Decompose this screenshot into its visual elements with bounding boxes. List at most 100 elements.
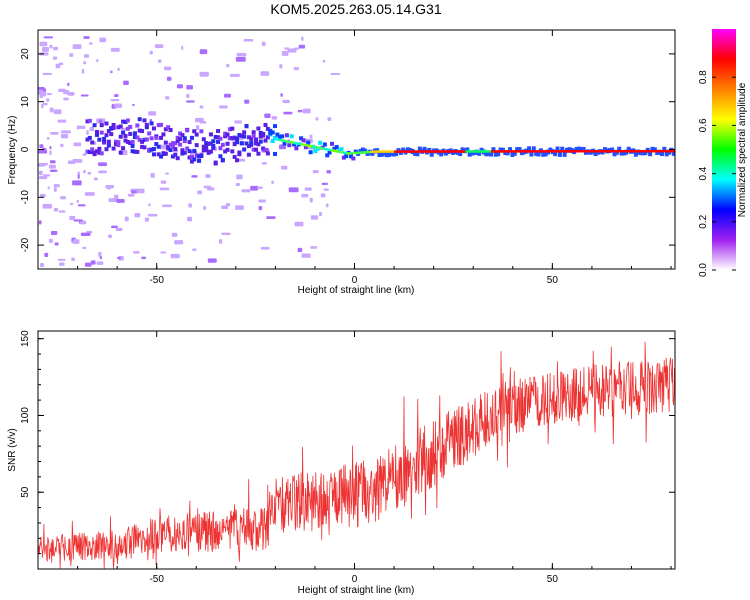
- spectrogram-core-cell: [348, 152, 352, 155]
- spectrogram-core-cell: [585, 150, 589, 153]
- snr-y-tick-label: 150: [20, 330, 31, 347]
- spectrogram-ridge-cell: [239, 133, 244, 138]
- spectrogram-noise-cell: [116, 199, 125, 203]
- spectrogram-core-cell: [332, 149, 336, 153]
- spectrogram-noise-cell: [114, 194, 119, 200]
- spectrogram-ridge-cell: [581, 146, 586, 152]
- spectrogram-core-cell: [311, 145, 314, 148]
- snr-x-label: Height of straight line (km): [298, 585, 415, 596]
- spectrogram-ridge-cell: [254, 141, 259, 146]
- spectrogram-core-cell: [384, 150, 388, 153]
- spectrogram-noise-cell: [235, 205, 244, 210]
- spectrogram-ridge-cell: [142, 118, 147, 123]
- spectrogram-marks: [38, 36, 675, 268]
- spectrogram-core-cell: [354, 151, 358, 155]
- spectrogram-ridge-cell: [655, 149, 660, 155]
- spectrogram-x-tick-label: 50: [547, 275, 559, 286]
- spectrogram-noise-cell: [117, 256, 121, 259]
- spectrogram-ridge-cell: [173, 152, 178, 157]
- spectrogram-core-cell: [574, 150, 578, 153]
- spectrogram-ridge-cell: [178, 142, 183, 147]
- spectrogram-noise-cell: [186, 100, 195, 103]
- spectrogram-ridge-cell: [261, 133, 266, 138]
- spectrogram-noise-cell: [203, 206, 207, 210]
- spectrogram-ridge-cell: [113, 139, 118, 144]
- spectrogram-ridge-cell: [109, 126, 114, 131]
- spectrogram-noise-cell: [49, 145, 52, 150]
- spectrogram-noise-cell: [294, 221, 304, 227]
- spectrogram-core-cell: [528, 150, 532, 153]
- spectrogram-noise-cell: [298, 44, 306, 49]
- spectrogram-noise-cell: [310, 215, 319, 220]
- spectrogram-ridge-cell: [125, 126, 130, 131]
- spectrogram-core-cell: [647, 149, 651, 153]
- spectrogram-core-cell: [576, 150, 580, 153]
- spectrogram-ridge-cell: [87, 135, 92, 140]
- spectrogram-core-cell: [617, 150, 621, 153]
- spectrogram-ridge-cell: [541, 151, 546, 157]
- spectrogram-core-cell: [623, 150, 627, 153]
- spectrogram-core-cell: [437, 150, 441, 153]
- spectrogram-core-cell: [394, 150, 398, 153]
- spectrogram-noise-cell: [330, 72, 341, 76]
- spectrogram-core-cell: [651, 149, 655, 153]
- spectrogram-ridge-cell: [574, 147, 579, 153]
- spectrogram-ridge-cell: [204, 147, 209, 152]
- snr-x-ticks: -50 0 50: [37, 331, 672, 585]
- spectrogram-noise-cell: [53, 109, 62, 115]
- spectrogram-noise-cell: [39, 170, 43, 176]
- spectrogram-core-cell: [441, 150, 445, 153]
- spectrogram-ridge-cell: [254, 147, 259, 152]
- spectrogram-core-cell: [398, 150, 402, 153]
- spectrogram-ridge-cell: [536, 151, 541, 157]
- spectrogram-ridge-cell: [199, 129, 204, 134]
- spectrogram-core-cell: [421, 150, 425, 153]
- spectrogram-ridge-cell: [116, 125, 121, 130]
- spectrogram-noise-cell: [98, 162, 108, 167]
- spectrogram-ridge-cell: [87, 118, 92, 123]
- spectrogram-ridge-cell: [579, 147, 584, 153]
- spectrogram-ridge-cell: [208, 132, 213, 137]
- spectrogram-noise-cell: [77, 204, 86, 207]
- spectrogram-noise-cell: [195, 125, 200, 131]
- spectrogram-core-cell: [540, 150, 544, 153]
- spectrogram-ridge-cell: [251, 130, 256, 135]
- spectrogram-noise-cell: [88, 42, 93, 45]
- spectrogram-noise-cell: [41, 103, 44, 109]
- spectrogram-ridge-cell: [270, 139, 275, 144]
- spectrogram-ridge-cell: [121, 146, 126, 151]
- spectrogram-ridge-cell: [147, 147, 152, 152]
- spectrogram-core-cell: [451, 150, 455, 153]
- spectrogram-y-tick-label: 20: [20, 48, 31, 60]
- spectrogram-core-cell: [443, 150, 447, 153]
- spectrogram-ridge-cell: [327, 150, 332, 155]
- spectrogram-ridge-cell: [246, 144, 251, 149]
- colorbar-tick-label: 0.0: [698, 263, 709, 277]
- spectrogram-noise-cell: [69, 53, 74, 57]
- spectrogram-core-cell: [322, 147, 326, 151]
- spectrogram-noise-cell: [49, 160, 56, 164]
- spectrogram-core-cell: [580, 150, 584, 153]
- spectrogram-noise-cell: [297, 109, 303, 113]
- spectrogram-ridge-cell: [292, 142, 297, 147]
- spectrogram-noise-cell: [82, 153, 87, 156]
- spectrogram-core-cell: [673, 149, 675, 153]
- spectrogram-core-cell: [356, 151, 360, 155]
- spectrogram-noise-cell: [327, 117, 332, 121]
- snr-y-ticks: 50 100 150: [20, 330, 675, 555]
- spectrogram-core-cell: [570, 150, 574, 153]
- spectrogram-core-cell: [589, 150, 593, 153]
- spectrogram-ridge-cell: [341, 155, 346, 160]
- spectrogram-ridge-cell: [638, 150, 643, 156]
- spectrogram-noise-cell: [260, 246, 270, 250]
- spectrogram-ridge-cell: [121, 130, 126, 135]
- spectrogram-core-cell: [314, 146, 318, 149]
- spectrogram-core-cell: [498, 150, 502, 153]
- spectrogram-core-cell: [374, 150, 378, 153]
- spectrogram-noise-cell: [293, 67, 300, 71]
- spectrogram-ridge-cell: [151, 152, 156, 157]
- spectrogram-ridge-cell: [161, 152, 166, 157]
- spectrogram-ridge-cell: [256, 142, 261, 147]
- spectrogram-noise-cell: [55, 63, 61, 69]
- spectrogram-core-cell: [372, 150, 376, 153]
